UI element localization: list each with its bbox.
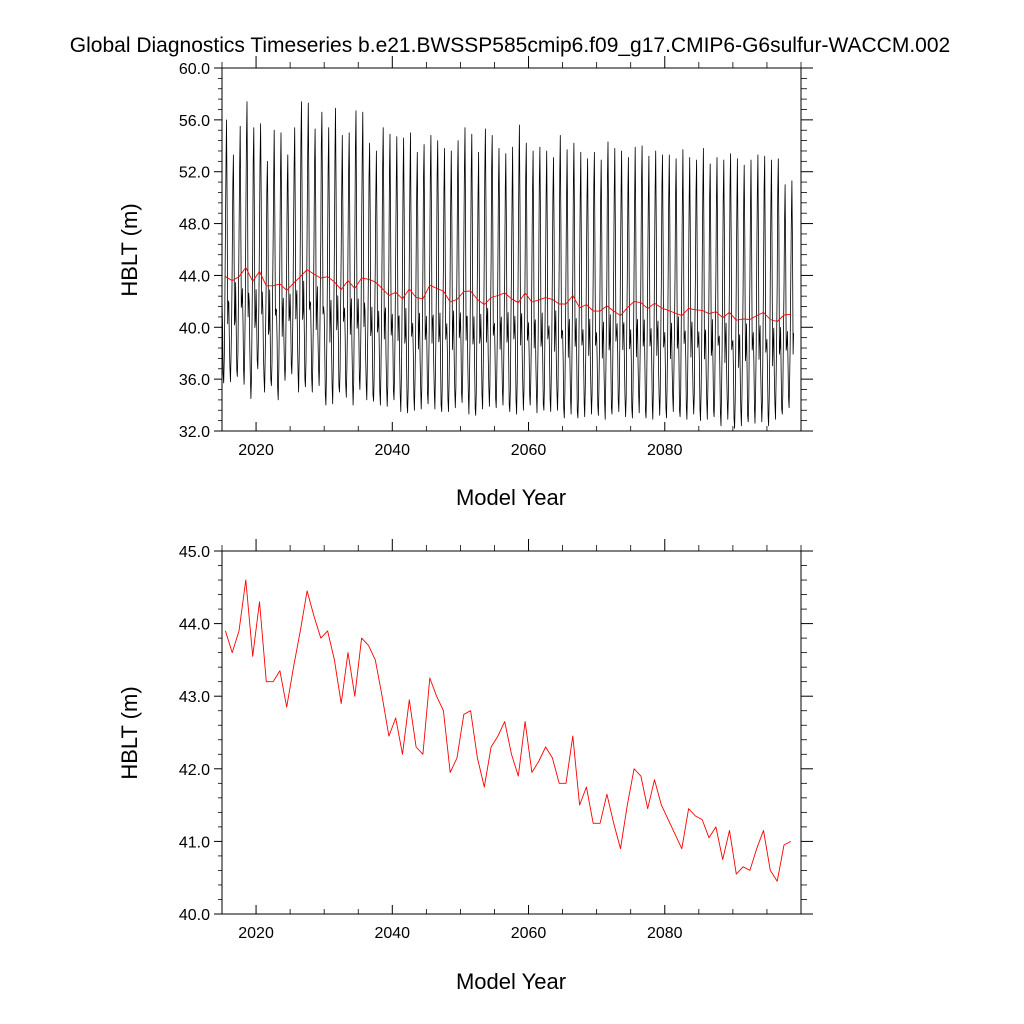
top-series-0-line <box>221 101 794 429</box>
top-xtick-label: 2080 <box>647 442 683 459</box>
bottom-xtick-label: 2040 <box>374 925 410 942</box>
bottom-y-axis-label: HBLT (m) <box>117 686 142 779</box>
top-ytick-label: 52.0 <box>179 165 210 182</box>
bottom-panel: Model Year HBLT (m) 40.0 41.0 42.0 43.0 44.0… <box>117 539 813 994</box>
top-ytick-label: 40.0 <box>179 320 210 337</box>
top-xtick-label: 2040 <box>374 442 410 459</box>
bottom-ytick-label: 45.0 <box>179 544 210 561</box>
top-ytick-label: 48.0 <box>179 217 210 234</box>
top-ytick-label: 56.0 <box>179 113 210 130</box>
figure-title: Global Diagnostics Timeseries b.e21.BWSS… <box>70 34 950 57</box>
top-ytick-label: 32.0 <box>179 424 210 441</box>
bottom-xtick-label: 2060 <box>511 925 547 942</box>
top-xtick-label: 2020 <box>238 442 274 459</box>
top-xtick-label: 2060 <box>511 442 547 459</box>
bottom-ytick-label: 44.0 <box>179 617 210 634</box>
top-x-axis-label: Model Year <box>456 485 566 510</box>
top-series-1-line <box>225 267 791 322</box>
top-panel: Model Year HBLT (m) 32.0 36.0 40.0 44.0 48.0… <box>117 56 813 510</box>
top-ytick-label: 60.0 <box>179 61 210 78</box>
bottom-x-axis-label: Model Year <box>456 969 566 994</box>
bottom-ytick-label: 40.0 <box>179 907 210 924</box>
bottom-series-0-line <box>224 579 792 882</box>
bottom-ytick-label: 43.0 <box>179 689 210 706</box>
bottom-xtick-label: 2020 <box>238 925 274 942</box>
top-ytick-label: 36.0 <box>179 372 210 389</box>
bottom-ytick-label: 41.0 <box>179 834 210 851</box>
bottom-xtick-label: 2080 <box>647 925 683 942</box>
bottom-plot-frame <box>221 550 802 915</box>
top-ytick-label: 44.0 <box>179 268 210 285</box>
top-y-axis-label: HBLT (m) <box>117 203 142 296</box>
bottom-ytick-label: 42.0 <box>179 762 210 779</box>
top-plot-frame <box>221 67 802 432</box>
